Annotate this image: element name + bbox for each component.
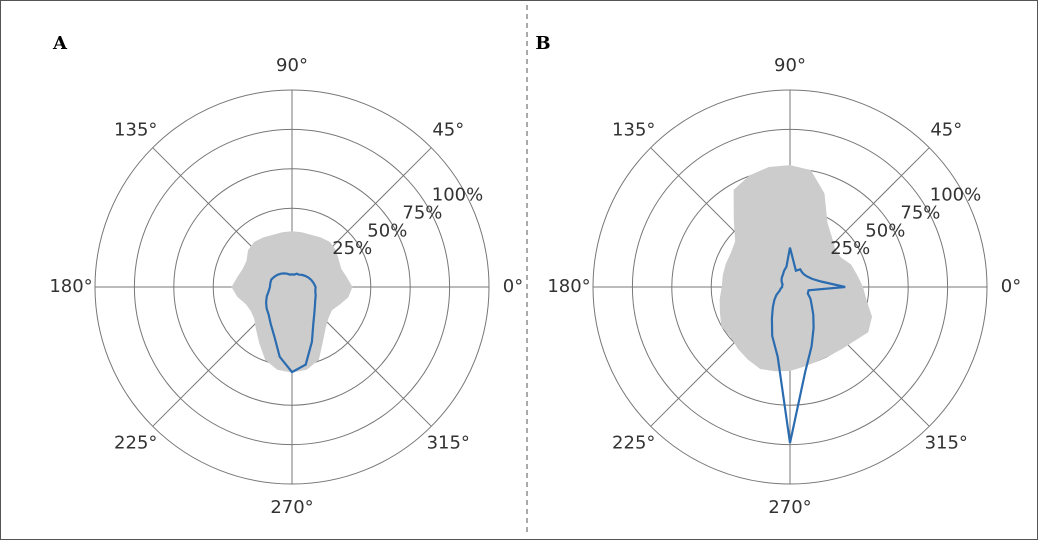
r-tick-label: 25% (830, 238, 870, 259)
theta-tick-label: 135° (612, 120, 655, 141)
r-tick-label: 75% (402, 202, 442, 223)
r-tick-label: 50% (367, 220, 407, 241)
coverage-line (264, 272, 317, 374)
theta-tick-label: 0° (503, 276, 523, 297)
theta-tick-label: 315° (427, 432, 470, 453)
theta-tick-label: 0° (1001, 276, 1021, 297)
r-tick-label: 100% (432, 185, 483, 206)
r-tick-label: 25% (332, 238, 372, 259)
theta-tick-label: 90° (276, 55, 308, 76)
theta-tick-label: 180° (547, 276, 590, 297)
theta-tick-label: 225° (612, 432, 655, 453)
theta-tick-label: 225° (114, 432, 157, 453)
coverage-area (231, 231, 353, 373)
theta-tick-label: 270° (768, 497, 811, 518)
r-tick-label: 75% (900, 202, 940, 223)
panel-title: B (535, 33, 550, 54)
r-tick-label: 50% (865, 220, 905, 241)
coverage-line (770, 247, 846, 444)
theta-tick-label: 315° (925, 432, 968, 453)
theta-tick-label: 180° (49, 276, 92, 297)
theta-tick-label: 270° (270, 497, 313, 518)
theta-tick-label: 90° (774, 55, 806, 76)
r-tick-label: 100% (930, 185, 981, 206)
theta-tick-label: 135° (114, 120, 157, 141)
theta-tick-label: 45° (432, 120, 464, 141)
theta-tick-label: 45° (930, 120, 962, 141)
panel-title: A (52, 33, 68, 54)
